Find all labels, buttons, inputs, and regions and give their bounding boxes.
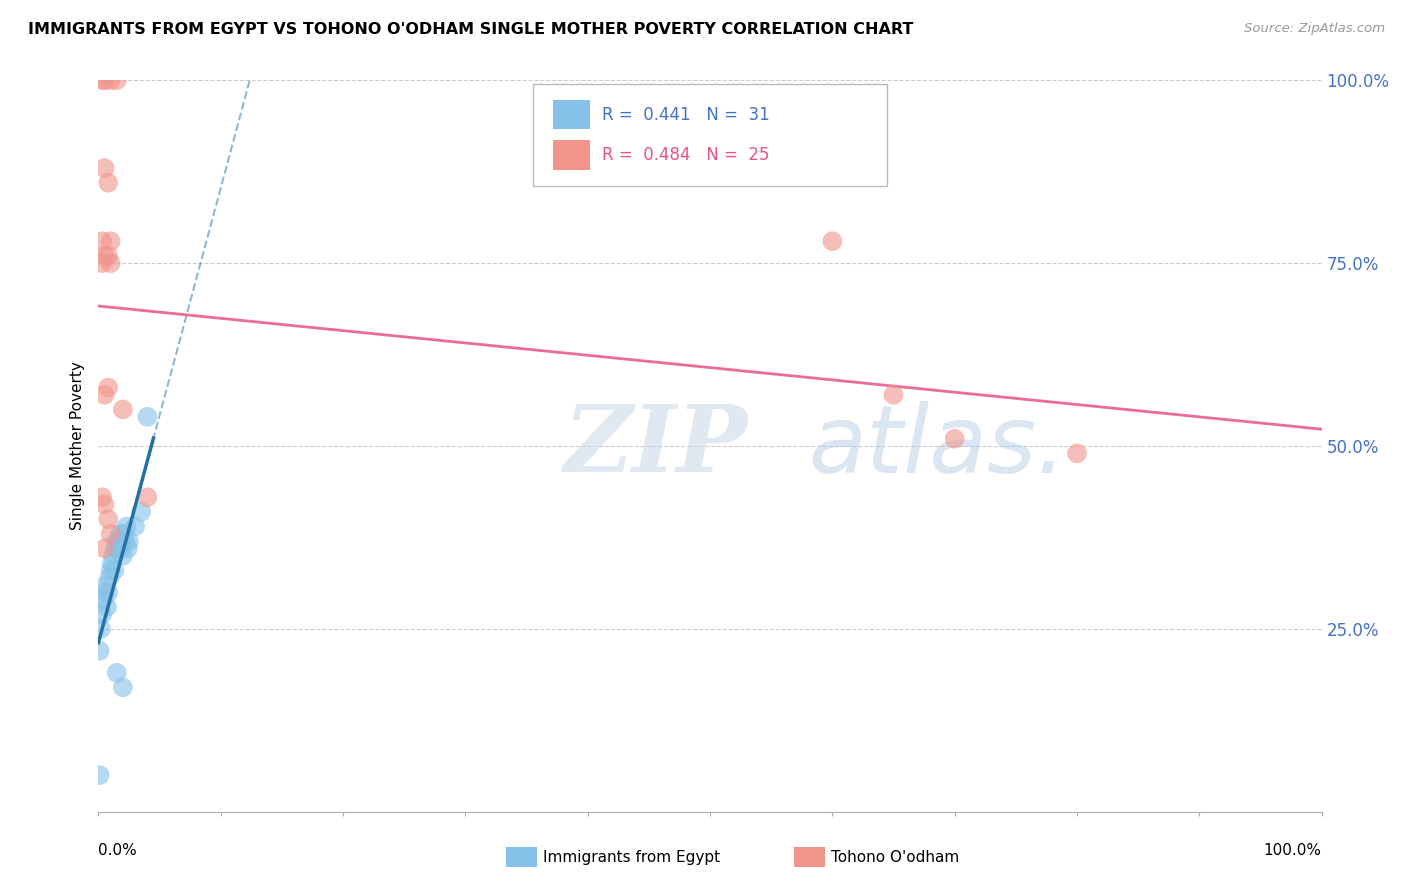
Point (100, 234, 122, 248)
Point (883, 388, 905, 402)
Point (136, 409, 159, 424)
Point (97, 249, 120, 263)
Text: 0.0%: 0.0% (98, 843, 138, 858)
Point (93, 541, 115, 556)
Text: atlas.: atlas. (808, 401, 1066, 491)
Point (97, 176, 120, 190)
Point (91, 73, 114, 87)
Point (101, 556, 124, 570)
Text: ZIP: ZIP (564, 401, 748, 491)
Point (111, 541, 134, 556)
Point (821, 234, 844, 248)
Point (1066, 446, 1088, 460)
Point (91, 592, 114, 607)
Point (93, 585, 115, 599)
Point (104, 541, 127, 556)
Text: R =  0.484   N =  25: R = 0.484 N = 25 (602, 146, 770, 164)
Point (101, 549, 124, 563)
Point (93, 73, 115, 87)
Point (97, 585, 120, 599)
Point (93, 249, 115, 263)
Text: Immigrants from Egypt: Immigrants from Egypt (543, 850, 720, 864)
FancyBboxPatch shape (533, 84, 887, 186)
Bar (554, 140, 591, 169)
Point (91, 607, 114, 622)
Point (103, 563, 125, 577)
Point (100, 526, 122, 541)
Point (89, 644, 111, 658)
Point (124, 519, 146, 533)
Text: 100.0%: 100.0% (1264, 843, 1322, 858)
Point (943, 432, 966, 446)
Point (111, 681, 134, 695)
Point (96, 599, 118, 614)
Point (90, 622, 112, 636)
Point (136, 490, 159, 504)
Point (100, 256, 122, 270)
Point (91, 256, 114, 270)
Point (111, 402, 134, 417)
Point (117, 541, 139, 556)
Text: IMMIGRANTS FROM EGYPT VS TOHONO O'ODHAM SINGLE MOTHER POVERTY CORRELATION CHART: IMMIGRANTS FROM EGYPT VS TOHONO O'ODHAM … (28, 22, 914, 37)
Point (100, 563, 122, 577)
Point (118, 534, 141, 549)
Text: Source: ZipAtlas.com: Source: ZipAtlas.com (1244, 22, 1385, 36)
Point (93, 161, 115, 175)
Y-axis label: Single Mother Poverty: Single Mother Poverty (69, 361, 84, 531)
Point (111, 549, 134, 563)
Text: Tohono O'odham: Tohono O'odham (831, 850, 959, 864)
Point (129, 505, 152, 519)
Point (105, 73, 128, 87)
Point (107, 541, 129, 556)
Point (91, 234, 114, 248)
Point (98, 571, 121, 585)
Point (112, 526, 135, 541)
Bar (554, 100, 591, 129)
Text: R =  0.441   N =  31: R = 0.441 N = 31 (602, 105, 770, 124)
Point (89, 768, 111, 782)
Point (94, 578, 117, 592)
Point (91, 490, 114, 504)
Point (93, 498, 115, 512)
Point (97, 512, 120, 526)
Point (100, 73, 122, 87)
Point (93, 388, 115, 402)
Point (97, 380, 120, 394)
Point (114, 534, 136, 549)
Point (115, 519, 138, 533)
Point (105, 534, 128, 549)
Point (105, 665, 128, 680)
Point (110, 526, 132, 541)
Point (108, 534, 131, 549)
